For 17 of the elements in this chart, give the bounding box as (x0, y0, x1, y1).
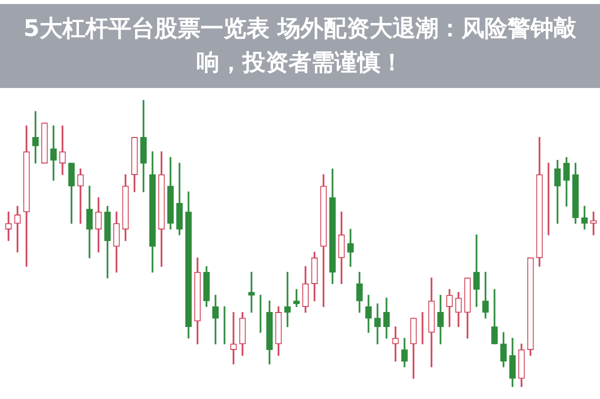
candlestick (590, 212, 597, 236)
candlestick (347, 228, 354, 267)
candlestick (392, 326, 399, 362)
candlestick (59, 126, 66, 175)
candlestick (374, 303, 381, 344)
candlestick (50, 126, 57, 181)
candlestick (32, 111, 39, 164)
candlestick (5, 212, 12, 241)
chart-title: 5大杠杆平台股票一览表 场外配资大退潮：风险警钟敲响，投资者需谨慎！ (22, 15, 578, 78)
candlestick (230, 312, 237, 364)
candlestick (293, 289, 300, 307)
candlestick (248, 272, 255, 313)
candlestick (77, 168, 84, 224)
candlestick (14, 206, 21, 252)
candlestick (284, 272, 291, 328)
candlestick (212, 294, 219, 344)
candlestick (473, 234, 480, 307)
